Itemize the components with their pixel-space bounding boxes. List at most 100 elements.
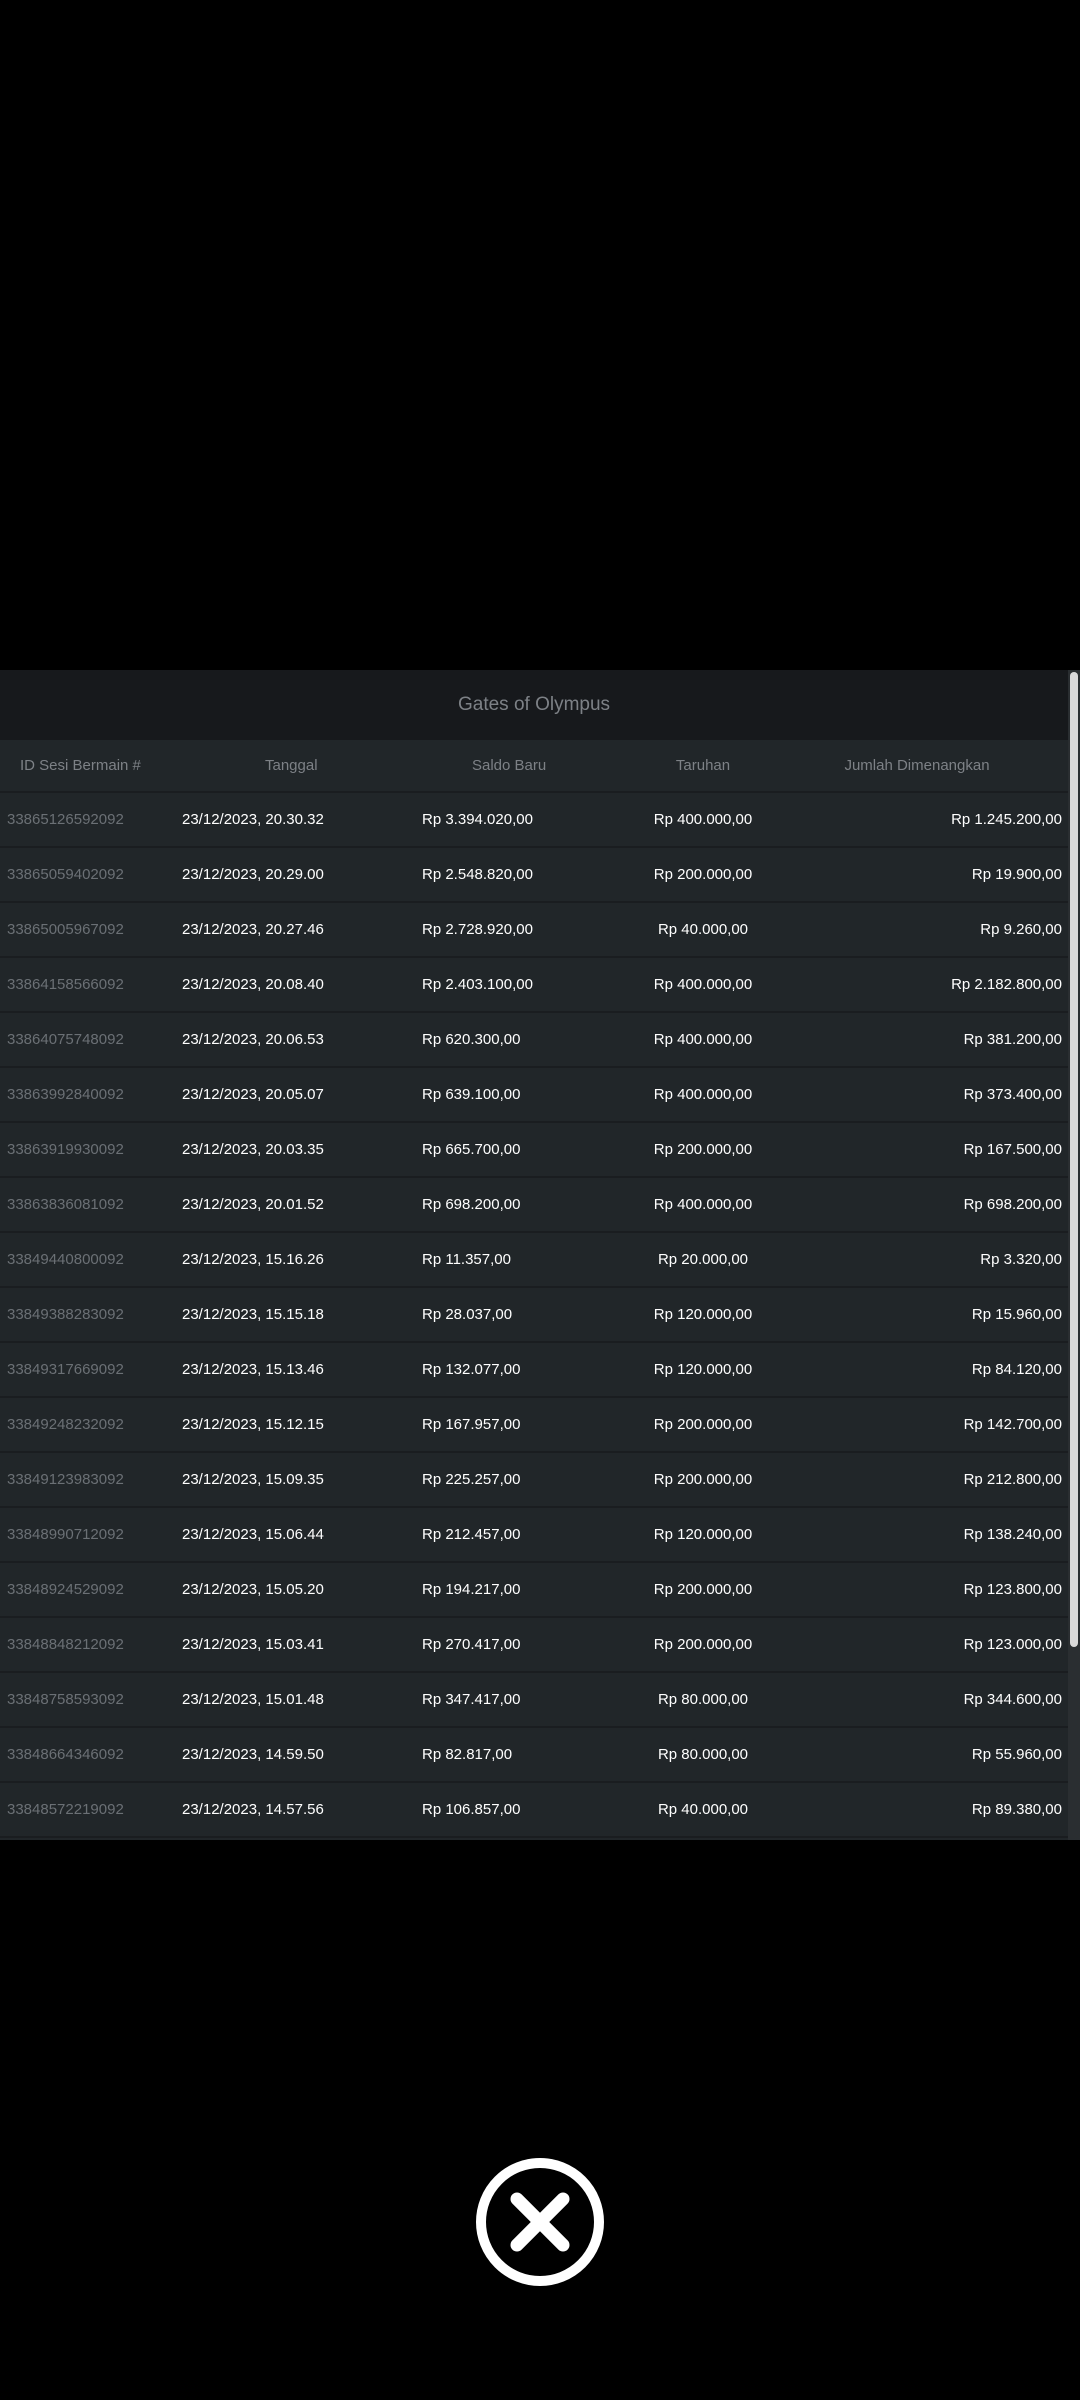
cell-new-balance: Rp 28.037,00 — [422, 1306, 513, 1323]
table-row[interactable]: 33849123983092 23/12/2023, 15.09.35 Rp 225… — [0, 1453, 1068, 1508]
close-circle-x-icon — [476, 2158, 604, 2286]
cell-win-amount: Rp 84.120,00 — [971, 1361, 1062, 1378]
cell-new-balance: Rp 194.217,00 — [422, 1581, 521, 1598]
cell-bet: Rp 40.000,00 — [657, 921, 749, 938]
cell-session-id: 33865059402092 — [7, 866, 124, 883]
cell-session-id: 33848848212092 — [7, 1636, 124, 1653]
cell-bet: Rp 400.000,00 — [653, 1031, 753, 1048]
header-bet: Taruhan — [675, 757, 731, 774]
cell-session-id: 33864075748092 — [7, 1031, 124, 1048]
cell-session-id: 33848758593092 — [7, 1691, 124, 1708]
cell-new-balance: Rp 620.300,00 — [422, 1031, 521, 1048]
cell-date: 23/12/2023, 20.05.07 — [182, 1086, 324, 1103]
cell-win-amount: Rp 381.200,00 — [963, 1031, 1062, 1048]
table-row[interactable]: 33848664346092 23/12/2023, 14.59.50 Rp 82.… — [0, 1728, 1068, 1783]
cell-bet: Rp 200.000,00 — [653, 1471, 753, 1488]
cell-date: 23/12/2023, 20.08.40 — [182, 976, 324, 993]
cell-date: 23/12/2023, 15.05.20 — [182, 1581, 324, 1598]
header-new-balance: Saldo Baru — [472, 757, 547, 774]
cell-win-amount: Rp 89.380,00 — [971, 1801, 1062, 1818]
cell-win-amount: Rp 55.960,00 — [971, 1746, 1062, 1763]
cell-win-amount: Rp 167.500,00 — [963, 1141, 1062, 1158]
table-header: ID Sesi Bermain # Tanggal Saldo Baru Tar… — [0, 740, 1068, 793]
cell-win-amount: Rp 123.800,00 — [963, 1581, 1062, 1598]
header-session-id: ID Sesi Bermain # — [20, 757, 141, 774]
cell-win-amount: Rp 3.320,00 — [980, 1251, 1062, 1268]
table-row[interactable]: 33848572219092 23/12/2023, 14.57.56 Rp 106… — [0, 1783, 1068, 1838]
cell-session-id: 33849248232092 — [7, 1416, 124, 1433]
cell-date: 23/12/2023, 14.57.56 — [182, 1801, 324, 1818]
cell-win-amount: Rp 698.200,00 — [963, 1196, 1062, 1213]
table-row[interactable]: 33865059402092 23/12/2023, 20.29.00 Rp 2.5… — [0, 848, 1068, 903]
cell-bet: Rp 200.000,00 — [653, 1636, 753, 1653]
table-row[interactable]: 33863919930092 23/12/2023, 20.03.35 Rp 665… — [0, 1123, 1068, 1178]
cell-date: 23/12/2023, 14.59.50 — [182, 1746, 324, 1763]
cell-date: 23/12/2023, 15.15.18 — [182, 1306, 324, 1323]
table-row[interactable]: 33849248232092 23/12/2023, 15.12.15 Rp 167… — [0, 1398, 1068, 1453]
cell-new-balance: Rp 665.700,00 — [422, 1141, 521, 1158]
cell-date: 23/12/2023, 20.03.35 — [182, 1141, 324, 1158]
cell-win-amount: Rp 1.245.200,00 — [951, 811, 1062, 828]
cell-bet: Rp 120.000,00 — [653, 1306, 753, 1323]
table-row[interactable]: 33849388283092 23/12/2023, 15.15.18 Rp 28.… — [0, 1288, 1068, 1343]
cell-new-balance: Rp 132.077,00 — [422, 1361, 521, 1378]
table-row[interactable]: 33865126592092 23/12/2023, 20.30.32 Rp 3.3… — [0, 793, 1068, 848]
cell-new-balance: Rp 225.257,00 — [422, 1471, 521, 1488]
cell-win-amount: Rp 123.000,00 — [963, 1636, 1062, 1653]
table-row[interactable]: 33848758593092 23/12/2023, 15.01.48 Rp 347… — [0, 1673, 1068, 1728]
dialog-header: Gates of Olympus — [0, 670, 1068, 740]
cell-session-id: 33848990712092 — [7, 1526, 124, 1543]
cell-new-balance: Rp 3.394.020,00 — [422, 811, 533, 828]
cell-new-balance: Rp 698.200,00 — [422, 1196, 521, 1213]
cell-win-amount: Rp 15.960,00 — [971, 1306, 1062, 1323]
game-history-dialog: Gates of Olympus ID Sesi Bermain # Tangg… — [0, 670, 1068, 1840]
cell-bet: Rp 200.000,00 — [653, 866, 753, 883]
table-row[interactable]: 33849317669092 23/12/2023, 15.13.46 Rp 132… — [0, 1343, 1068, 1398]
header-win-amount: Jumlah Dimenangkan — [844, 757, 990, 774]
table-body: 33865126592092 23/12/2023, 20.30.32 Rp 3.3… — [0, 793, 1068, 1838]
cell-date: 23/12/2023, 15.03.41 — [182, 1636, 324, 1653]
cell-date: 23/12/2023, 15.13.46 — [182, 1361, 324, 1378]
table-row[interactable]: 33848990712092 23/12/2023, 15.06.44 Rp 212… — [0, 1508, 1068, 1563]
table-row[interactable]: 33848848212092 23/12/2023, 15.03.41 Rp 270… — [0, 1618, 1068, 1673]
cell-new-balance: Rp 82.817,00 — [422, 1746, 513, 1763]
cell-win-amount: Rp 373.400,00 — [963, 1086, 1062, 1103]
table-row[interactable]: 33864075748092 23/12/2023, 20.06.53 Rp 620… — [0, 1013, 1068, 1068]
cell-session-id: 33848664346092 — [7, 1746, 124, 1763]
cell-win-amount: Rp 19.900,00 — [971, 866, 1062, 883]
cell-session-id: 33849123983092 — [7, 1471, 124, 1488]
dialog-title: Gates of Olympus — [457, 694, 611, 715]
cell-session-id: 33849440800092 — [7, 1251, 124, 1268]
cell-win-amount: Rp 142.700,00 — [963, 1416, 1062, 1433]
cell-date: 23/12/2023, 20.01.52 — [182, 1196, 324, 1213]
cell-bet: Rp 200.000,00 — [653, 1581, 753, 1598]
cell-bet: Rp 200.000,00 — [653, 1141, 753, 1158]
table-row[interactable]: 33865005967092 23/12/2023, 20.27.46 Rp 2.7… — [0, 903, 1068, 958]
cell-new-balance: Rp 2.728.920,00 — [422, 921, 533, 938]
cell-session-id: 33865005967092 — [7, 921, 124, 938]
cell-date: 23/12/2023, 15.12.15 — [182, 1416, 324, 1433]
cell-new-balance: Rp 106.857,00 — [422, 1801, 521, 1818]
close-button[interactable] — [475, 2157, 605, 2287]
cell-session-id: 33864158566092 — [7, 976, 124, 993]
cell-bet: Rp 400.000,00 — [653, 1086, 753, 1103]
cell-date: 23/12/2023, 20.06.53 — [182, 1031, 324, 1048]
scrollbar[interactable] — [1068, 670, 1080, 1840]
table-row[interactable]: 33864158566092 23/12/2023, 20.08.40 Rp 2.4… — [0, 958, 1068, 1013]
table-row[interactable]: 33863992840092 23/12/2023, 20.05.07 Rp 639… — [0, 1068, 1068, 1123]
cell-new-balance: Rp 347.417,00 — [422, 1691, 521, 1708]
cell-new-balance: Rp 167.957,00 — [422, 1416, 521, 1433]
cell-session-id: 33849317669092 — [7, 1361, 124, 1378]
header-date: Tanggal — [265, 757, 318, 774]
cell-win-amount: Rp 344.600,00 — [963, 1691, 1062, 1708]
cell-bet: Rp 400.000,00 — [653, 811, 753, 828]
table-row[interactable]: 33848924529092 23/12/2023, 15.05.20 Rp 194… — [0, 1563, 1068, 1618]
cell-session-id: 33863992840092 — [7, 1086, 124, 1103]
table-row[interactable]: 33849440800092 23/12/2023, 15.16.26 Rp 11.… — [0, 1233, 1068, 1288]
cell-bet: Rp 80.000,00 — [657, 1691, 749, 1708]
scrollbar-thumb[interactable] — [1070, 672, 1078, 1647]
cell-new-balance: Rp 270.417,00 — [422, 1636, 521, 1653]
table-row[interactable]: 33863836081092 23/12/2023, 20.01.52 Rp 698… — [0, 1178, 1068, 1233]
cell-bet: Rp 40.000,00 — [657, 1801, 749, 1818]
cell-session-id: 33863836081092 — [7, 1196, 124, 1213]
